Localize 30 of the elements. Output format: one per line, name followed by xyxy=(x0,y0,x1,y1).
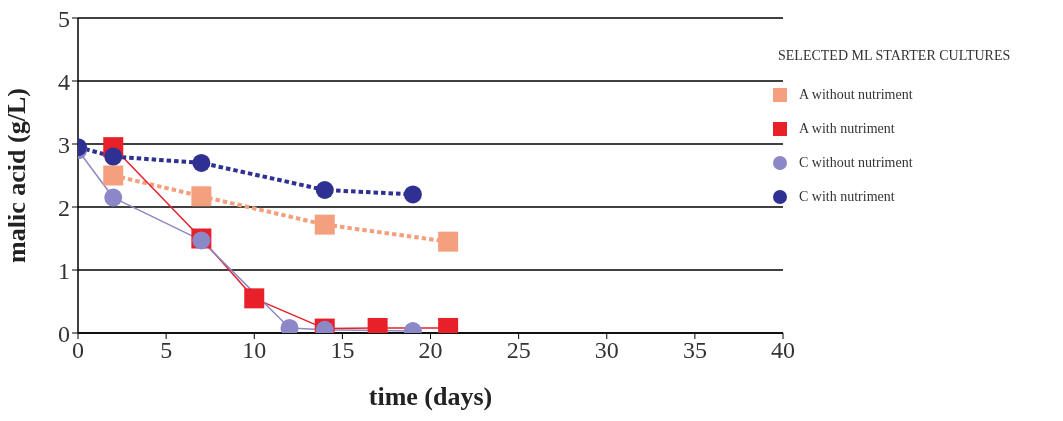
point xyxy=(403,185,422,204)
x-tick-label: 35 xyxy=(682,337,707,364)
legend-label: C without nutriment xyxy=(799,155,913,170)
y-tick-label: 1 xyxy=(58,257,70,284)
legend-label: C with nutriment xyxy=(799,189,895,204)
point xyxy=(191,186,212,207)
x-tick-label: 15 xyxy=(330,337,355,364)
legend-label: A without nutriment xyxy=(799,87,913,102)
point xyxy=(314,214,335,235)
y-axis-title: malic acid (g/L) xyxy=(2,88,32,263)
x-tick-label: 20 xyxy=(418,337,443,364)
point xyxy=(103,165,124,186)
point xyxy=(438,231,459,252)
point xyxy=(192,153,211,172)
point xyxy=(104,188,123,207)
legend-label: A with nutriment xyxy=(799,121,895,136)
x-axis-title: time (days) xyxy=(368,382,493,411)
x-tick-label: 40 xyxy=(771,337,795,364)
x-tick-label: 30 xyxy=(594,337,619,364)
y-tick-label: 4 xyxy=(58,68,70,95)
x-tick-label: 25 xyxy=(506,337,531,364)
point xyxy=(104,147,123,166)
x-tick-label: 5 xyxy=(160,337,173,364)
point xyxy=(315,180,334,199)
y-tick-label: 5 xyxy=(58,5,70,32)
y-tick-label: 3 xyxy=(58,131,70,158)
legend-title: SELECTED ML STARTER CULTURES xyxy=(778,48,1011,64)
x-tick-label: 10 xyxy=(242,337,267,364)
y-tick-label: 2 xyxy=(58,194,70,221)
y-tick-label: 0 xyxy=(58,320,70,347)
